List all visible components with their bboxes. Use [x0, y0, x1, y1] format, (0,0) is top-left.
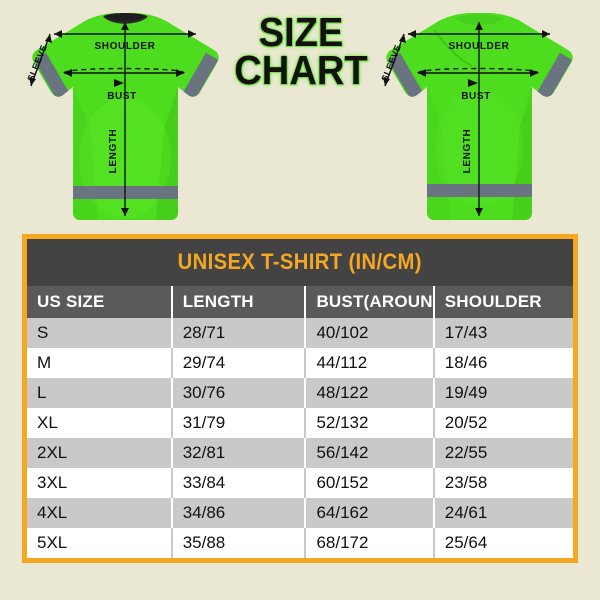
bust-cell: 56/142	[305, 438, 435, 468]
size-cell: 3XL	[27, 468, 173, 498]
bust-cell: 60/152	[305, 468, 435, 498]
size-cell: 4XL	[27, 498, 173, 528]
length-cell: 31/79	[171, 408, 307, 438]
size-cell: S	[27, 318, 173, 348]
label-shoulder: SHOULDER	[95, 41, 156, 52]
length-cell: 28/71	[171, 318, 307, 348]
shirt-collar	[456, 14, 503, 26]
length-cell: 35/88	[171, 528, 307, 558]
label-bust: BUST	[107, 91, 137, 102]
table-row: M 29/74 44/112 18/46	[27, 348, 573, 378]
table-title: UNISEX T-SHIRT (IN/CM)	[27, 239, 573, 286]
shoulder-cell: 19/49	[433, 378, 573, 408]
shoulder-cell: 18/46	[433, 348, 573, 378]
size-chart-table: UNISEX T-SHIRT (IN/CM) US SIZE LENGTH BU…	[22, 234, 578, 563]
bust-arrow	[63, 67, 185, 87]
length-cell: 29/74	[171, 348, 307, 378]
column-header-us-size: US SIZE	[27, 286, 173, 318]
size-cell: 5XL	[27, 528, 173, 558]
page-title: SIZE CHART	[222, 9, 380, 93]
table-header-row: US SIZE LENGTH BUST(AROUND) SHOULDER	[27, 286, 573, 318]
bust-cell: 44/112	[305, 348, 435, 378]
bust-cell: 68/172	[305, 528, 435, 558]
length-arrow	[475, 22, 483, 216]
shoulder-cell: 22/55	[433, 438, 573, 468]
length-cell: 32/81	[171, 438, 307, 468]
measurement-annotations	[383, 22, 550, 216]
illustration-area: SHOULDER BUST LENGTH SLEEVE SIZE CHART	[0, 0, 600, 232]
size-cell: L	[27, 378, 173, 408]
label-bust: BUST	[461, 91, 491, 102]
table-row: L 30/76 48/122 19/49	[27, 378, 573, 408]
sleeve-arrow	[29, 33, 52, 87]
table-title-text: UNISEX T-SHIRT (IN/CM)	[177, 249, 423, 274]
length-cell: 34/86	[171, 498, 307, 528]
length-arrow	[121, 22, 129, 216]
t-shirt-front-view: SHOULDER BUST LENGTH SLEEVE	[18, 8, 233, 226]
measurement-annotations	[29, 22, 196, 216]
table-row: 2XL 32/81 56/142 22/55	[27, 438, 573, 468]
bust-arrow	[417, 67, 539, 87]
shoulder-cell: 17/43	[433, 318, 573, 348]
shoulder-cell: 20/52	[433, 408, 573, 438]
reflective-stripes	[387, 52, 573, 197]
shoulder-cell: 23/58	[433, 468, 573, 498]
label-shoulder: SHOULDER	[449, 41, 510, 52]
bust-cell: 64/162	[305, 498, 435, 528]
size-cell: XL	[27, 408, 173, 438]
table-row: 4XL 34/86 64/162 24/61	[27, 498, 573, 528]
bust-cell: 48/122	[305, 378, 435, 408]
bust-cell: 40/102	[305, 318, 435, 348]
table-row: 5XL 35/88 68/172 25/64	[27, 528, 573, 558]
sleeve-arrow	[383, 33, 406, 87]
t-shirt-back-view: SHOULDER BUST LENGTH SLEEVE	[372, 8, 587, 226]
column-header-length: LENGTH	[171, 286, 307, 318]
bust-cell: 52/132	[305, 408, 435, 438]
title-line-1: SIZE	[258, 9, 344, 55]
size-cell: 2XL	[27, 438, 173, 468]
table-row: XL 31/79 52/132 20/52	[27, 408, 573, 438]
column-header-shoulder: SHOULDER	[433, 286, 573, 318]
size-cell: M	[27, 348, 173, 378]
measurements-table: US SIZE LENGTH BUST(AROUND) SHOULDER S28…	[27, 286, 573, 558]
label-length: LENGTH	[462, 129, 473, 174]
table-row: S 28/71 40/102 17/43	[27, 318, 573, 348]
shoulder-cell: 25/64	[433, 528, 573, 558]
table-row: 3XL 33/84 60/152 23/58	[27, 468, 573, 498]
label-length: LENGTH	[108, 129, 119, 174]
length-cell: 30/76	[171, 378, 307, 408]
reflective-stripes	[33, 52, 219, 199]
shoulder-cell: 24/61	[433, 498, 573, 528]
column-header-bust: BUST(AROUND)	[305, 286, 435, 318]
length-cell: 33/84	[171, 468, 307, 498]
title-line-2: CHART	[234, 46, 368, 93]
table-body: S 28/71 40/102 17/43 M 29/74 44/112 18/46 L 30/76…	[27, 318, 573, 558]
